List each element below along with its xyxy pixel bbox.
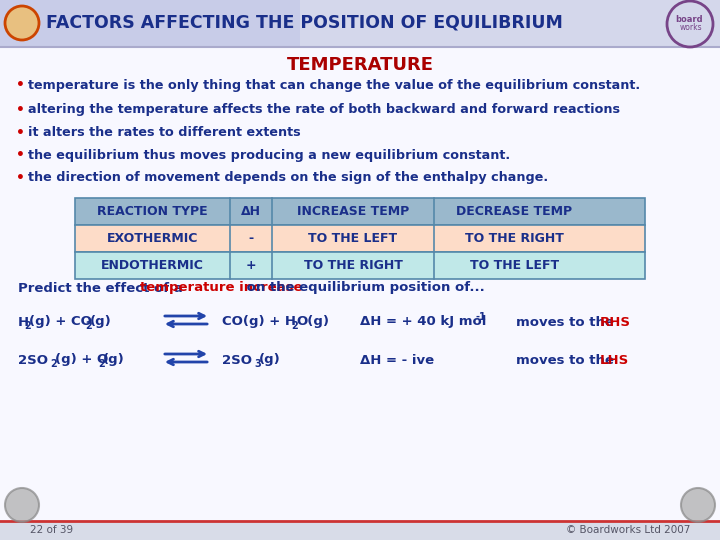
Text: 2: 2 (291, 321, 298, 331)
Text: TO THE RIGHT: TO THE RIGHT (304, 259, 402, 272)
Text: 2SO: 2SO (222, 354, 252, 367)
Text: 2: 2 (98, 359, 104, 369)
Text: LHS: LHS (600, 354, 629, 367)
Text: the equilibrium thus moves producing a new equilibrium constant.: the equilibrium thus moves producing a n… (28, 148, 510, 161)
Text: (g) + CO: (g) + CO (29, 315, 92, 328)
Text: CO(g) + H: CO(g) + H (222, 315, 296, 328)
Text: •: • (16, 171, 25, 185)
Bar (0, 47, 720, 522)
Text: 2: 2 (85, 321, 91, 331)
Bar (75, 225, 645, 252)
Circle shape (5, 6, 39, 40)
Circle shape (5, 488, 39, 522)
Text: moves to the: moves to the (516, 315, 618, 328)
Bar (300, 0, 720, 46)
Bar (75, 252, 645, 279)
Text: the direction of movement depends on the sign of the enthalpy change.: the direction of movement depends on the… (28, 172, 548, 185)
Text: (g): (g) (103, 354, 125, 367)
Text: O(g): O(g) (296, 315, 329, 328)
Text: moves to the: moves to the (516, 354, 618, 367)
Text: +: + (246, 259, 256, 272)
Text: (g): (g) (90, 315, 112, 328)
Text: temperature increase: temperature increase (140, 281, 303, 294)
Text: ENDOTHERMIC: ENDOTHERMIC (101, 259, 204, 272)
Circle shape (681, 488, 715, 522)
Text: (g) + O: (g) + O (55, 354, 108, 367)
Text: TO THE RIGHT: TO THE RIGHT (465, 232, 564, 245)
Bar (75, 198, 645, 225)
Text: 2SO: 2SO (18, 354, 48, 367)
Text: Predict the effect of a: Predict the effect of a (18, 281, 187, 294)
Text: INCREASE TEMP: INCREASE TEMP (297, 205, 409, 218)
Text: •: • (16, 78, 25, 92)
Text: temperature is the only thing that can change the value of the equilibrium const: temperature is the only thing that can c… (28, 78, 640, 91)
Text: it alters the rates to different extents: it alters the rates to different extents (28, 126, 301, 139)
Text: •: • (16, 126, 25, 140)
Text: 22 of 39: 22 of 39 (30, 525, 73, 535)
Text: TO THE LEFT: TO THE LEFT (308, 232, 397, 245)
Text: board: board (675, 16, 703, 24)
Text: -1: -1 (476, 312, 487, 322)
Text: H: H (18, 315, 29, 328)
Text: FACTORS AFFECTING THE POSITION OF EQUILIBRIUM: FACTORS AFFECTING THE POSITION OF EQUILI… (46, 14, 563, 32)
Text: RHS: RHS (600, 315, 631, 328)
Text: DECREASE TEMP: DECREASE TEMP (456, 205, 572, 218)
Text: ΔH = - ive: ΔH = - ive (360, 354, 434, 367)
Text: 2: 2 (50, 359, 57, 369)
Bar (0, 0, 720, 46)
Text: 2: 2 (24, 321, 31, 331)
Text: (g): (g) (259, 354, 281, 367)
Text: works: works (680, 24, 702, 32)
Text: TO THE LEFT: TO THE LEFT (470, 259, 559, 272)
Text: •: • (16, 103, 25, 117)
Text: REACTION TYPE: REACTION TYPE (97, 205, 208, 218)
Text: on the equilibrium position of...: on the equilibrium position of... (243, 281, 485, 294)
Text: -: - (248, 232, 253, 245)
Text: •: • (16, 148, 25, 162)
Text: EXOTHERMIC: EXOTHERMIC (107, 232, 198, 245)
Text: 3: 3 (254, 359, 261, 369)
Text: altering the temperature affects the rate of both backward and forward reactions: altering the temperature affects the rat… (28, 104, 620, 117)
Text: TEMPERATURE: TEMPERATURE (287, 56, 433, 74)
Text: ΔH = + 40 kJ mol: ΔH = + 40 kJ mol (360, 315, 487, 328)
Text: © Boardworks Ltd 2007: © Boardworks Ltd 2007 (566, 525, 690, 535)
Text: ΔH: ΔH (241, 205, 261, 218)
